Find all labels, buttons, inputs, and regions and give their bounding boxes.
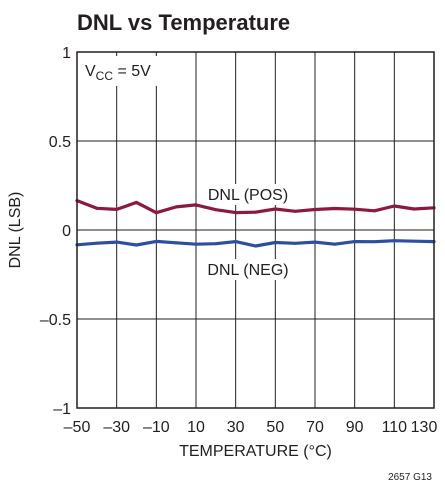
x-tick-label: 130 (411, 419, 438, 436)
x-tick-label: 70 (306, 419, 324, 436)
series-labels: DNL (POS) DNL (NEG) (204, 184, 292, 280)
dnl-pos-data-point (214, 208, 218, 212)
vcc-condition-label: VCC = 5V (85, 63, 151, 83)
plot-frame (76, 51, 435, 409)
dnl-pos-data-point (95, 206, 99, 210)
y-tick-label: –0.5 (40, 312, 71, 329)
x-tick-label: –10 (143, 419, 170, 436)
x-axis-title: TEMPERATURE (°C) (179, 443, 332, 460)
x-tick-label: –50 (64, 419, 91, 436)
dnl-neg-label-background (204, 259, 292, 280)
dnl-neg-data-point (194, 242, 198, 246)
dnl-neg-data-point (135, 243, 138, 247)
y-axis-title: DNL (LSB) (7, 192, 24, 269)
dnl-pos-data-point (234, 211, 238, 214)
vcc-symbol: V (85, 63, 96, 80)
dnl-pos-data-point (115, 207, 119, 211)
y-tick-label: –1 (53, 401, 71, 418)
y-tick-label: 0.5 (49, 134, 71, 151)
dnl-pos-data-point (194, 203, 198, 207)
vcc-subscript: CC (96, 69, 114, 83)
dnl-pos-series-label: DNL (POS) (208, 187, 288, 204)
dnl-neg-series-label: DNL (NEG) (207, 262, 288, 279)
tick-labels: –50 –30 –10 10 30 50 70 90 110 130 1 0.5 0 –0.5 –1 (40, 45, 438, 436)
vcc-value: = 5V (113, 63, 151, 80)
dnl-neg-data-point (115, 240, 119, 244)
dnl-pos-data-point (273, 207, 277, 211)
dnl-pos-data-point (154, 211, 158, 215)
dnl-neg-data-point (273, 241, 277, 244)
dnl-neg-data-point (293, 241, 297, 245)
dnl-neg-data-point (313, 240, 317, 244)
dnl-neg-data-point (95, 241, 99, 245)
dnl-neg-data-point (214, 242, 218, 246)
dnl-pos-data-point (373, 209, 376, 213)
x-tick-label: –30 (103, 419, 130, 436)
y-tick-label: 0 (62, 223, 71, 240)
x-tick-label: 30 (227, 419, 245, 436)
dnl-neg-data-point (154, 239, 158, 243)
dnl-pos-data-point (254, 210, 257, 214)
dnl-pos-data-point (353, 207, 357, 211)
dnl-pos-data-point (313, 208, 317, 211)
dnl-neg-data-point (353, 240, 357, 243)
plot-series (75, 199, 436, 248)
dnl-pos-data-point (333, 207, 337, 210)
dnl-pos-data-point (412, 207, 416, 211)
dnl-neg-data-point (392, 239, 396, 243)
dnl-neg-data-point (254, 244, 257, 248)
dnl-neg-data-point (174, 241, 178, 245)
dnl-neg-data-point (234, 240, 238, 243)
x-tick-label: 10 (187, 419, 205, 436)
dnl-pos-data-point (135, 201, 138, 204)
dnl-pos-data-point (392, 204, 396, 208)
chart-title: DNL vs Temperature (77, 10, 290, 35)
dnl-neg-data-point (373, 240, 376, 244)
x-tick-label: 50 (266, 419, 284, 436)
x-tick-label: 90 (346, 419, 364, 436)
dnl-pos-data-point (293, 209, 297, 213)
dnl-pos-label-background (204, 184, 292, 205)
dnl-pos-data-point (174, 205, 178, 209)
dnl-neg-data-point (412, 239, 416, 243)
y-tick-label: 1 (62, 45, 71, 62)
condition-label-background (79, 56, 163, 86)
x-tick-label: 110 (382, 419, 408, 436)
figure-number: 2657 G13 (388, 472, 432, 483)
grid (76, 51, 435, 409)
dnl-neg-data-point (333, 242, 337, 246)
